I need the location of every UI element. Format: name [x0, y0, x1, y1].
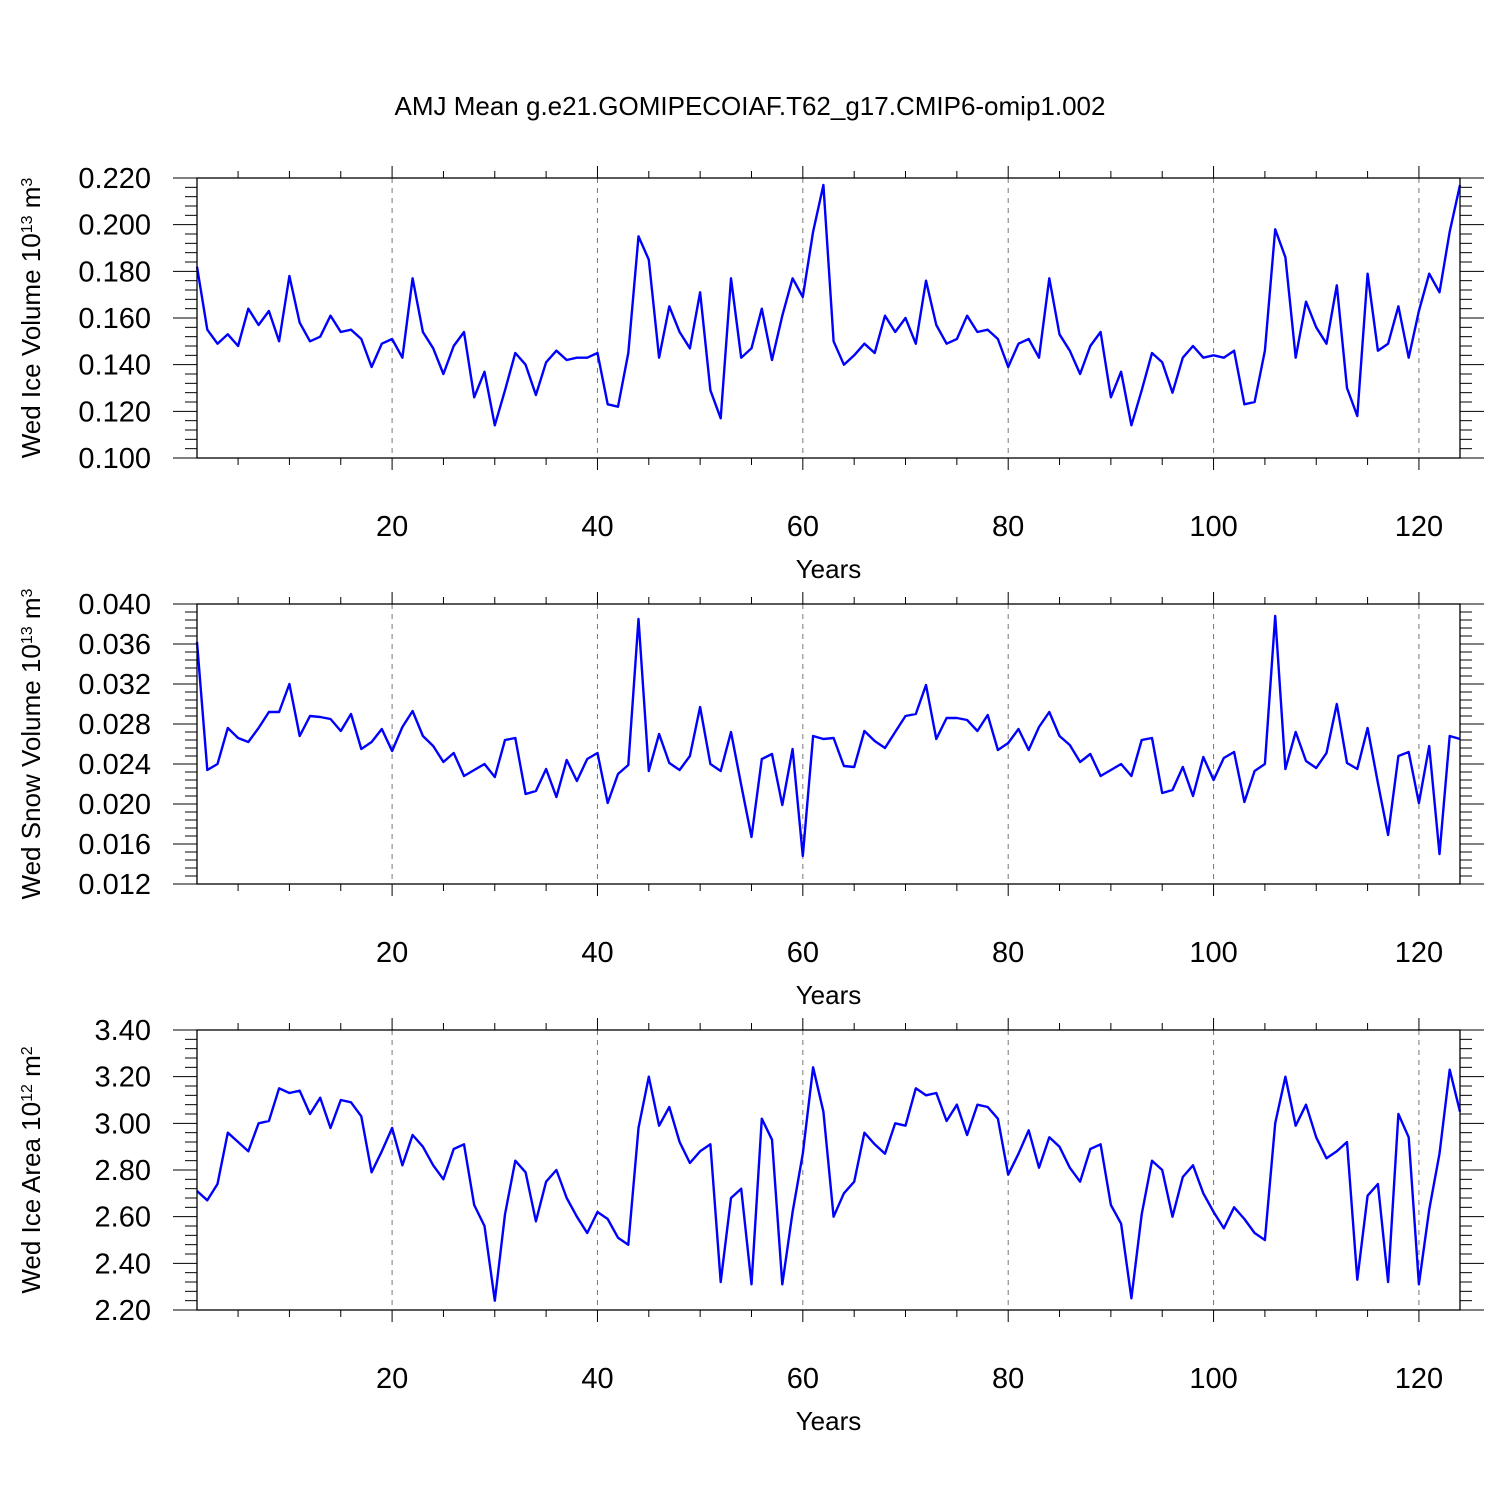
y-tick-label: 0.024 — [78, 749, 151, 781]
x-tick-label: 100 — [1189, 1363, 1237, 1395]
plot-frame — [196, 177, 1461, 459]
plot-frame — [196, 603, 1461, 885]
chart-panel-2: 0.012 0.016 0.020 0.024 0.028 0.032 0.036 0.040… — [16, 588, 1484, 1010]
x-tick-label: 100 — [1189, 511, 1237, 543]
y-axis-title: Wed Ice Volume 1013 m3 — [16, 178, 46, 459]
x-tick-label: 80 — [992, 1363, 1024, 1395]
x-tick-label: 20 — [376, 937, 408, 969]
y-tick-label: 0.040 — [78, 589, 151, 621]
x-tick-label: 120 — [1395, 937, 1443, 969]
x-tick-label: 40 — [581, 511, 613, 543]
y-axis-title: Wed Ice Area 1012 m2 — [16, 1046, 46, 1293]
x-tick-label: 60 — [787, 937, 819, 969]
y-tick-label: 0.220 — [78, 163, 151, 195]
series-line-1 — [195, 183, 1462, 427]
x-axis-title: Years — [796, 1406, 862, 1436]
plot-frame — [196, 1029, 1461, 1311]
x-tick-label: 20 — [376, 1363, 408, 1395]
x-tick-label: 120 — [1395, 511, 1443, 543]
series-line-1 — [195, 614, 1461, 858]
x-tick-label: 40 — [581, 937, 613, 969]
x-axis-title: Years — [796, 980, 862, 1010]
y-tick-label: 3.20 — [95, 1062, 151, 1094]
y-tick-label: 2.40 — [95, 1248, 151, 1280]
y-tick-label: 2.80 — [95, 1155, 151, 1187]
y-tick-label: 0.200 — [78, 210, 151, 242]
x-tick-label: 20 — [376, 511, 408, 543]
y-tick-label: 0.012 — [78, 869, 151, 901]
x-tick-label: 80 — [992, 937, 1024, 969]
y-tick-label: 0.020 — [78, 789, 151, 821]
y-tick-label: 2.20 — [95, 1295, 151, 1327]
chart-panel-1: 0.100 0.120 0.140 0.160 0.180 0.200 0.220 20 40 6… — [16, 163, 1484, 584]
y-tick-label: 0.140 — [78, 350, 151, 382]
y-tick-label: 2.60 — [95, 1202, 151, 1234]
x-tick-label: 60 — [787, 511, 819, 543]
y-tick-label: 3.00 — [95, 1108, 151, 1140]
x-axis-title: Years — [796, 554, 862, 584]
x-tick-label: 120 — [1395, 1363, 1443, 1395]
y-tick-label: 0.032 — [78, 669, 151, 701]
series-line-1 — [196, 1066, 1462, 1302]
x-tick-label: 40 — [581, 1363, 613, 1395]
y-axis-title: Wed Snow Volume 1013 m3 — [16, 588, 46, 899]
chart-panel-3: 2.20 2.40 2.60 2.80 3.00 3.20 3.40 20 40 60 80 100 1… — [16, 1015, 1484, 1436]
y-tick-label: 0.036 — [78, 629, 151, 661]
y-tick-label: 0.016 — [78, 829, 151, 861]
x-tick-label: 100 — [1189, 937, 1237, 969]
y-tick-label: 0.120 — [78, 396, 151, 428]
x-tick-label: 60 — [787, 1363, 819, 1395]
y-tick-label: 0.028 — [78, 709, 151, 741]
y-tick-label: 3.40 — [95, 1015, 151, 1047]
chart-title: AMJ Mean g.e21.GOMIPECOIAF.T62_g17.CMIP6… — [395, 91, 1106, 121]
panels: 0.100 0.120 0.140 0.160 0.180 0.200 0.220 20 40 6… — [16, 163, 1484, 1436]
y-tick-label: 0.160 — [78, 303, 151, 335]
y-tick-label: 0.180 — [78, 256, 151, 288]
y-tick-label: 0.100 — [78, 443, 151, 475]
x-tick-label: 80 — [992, 511, 1024, 543]
